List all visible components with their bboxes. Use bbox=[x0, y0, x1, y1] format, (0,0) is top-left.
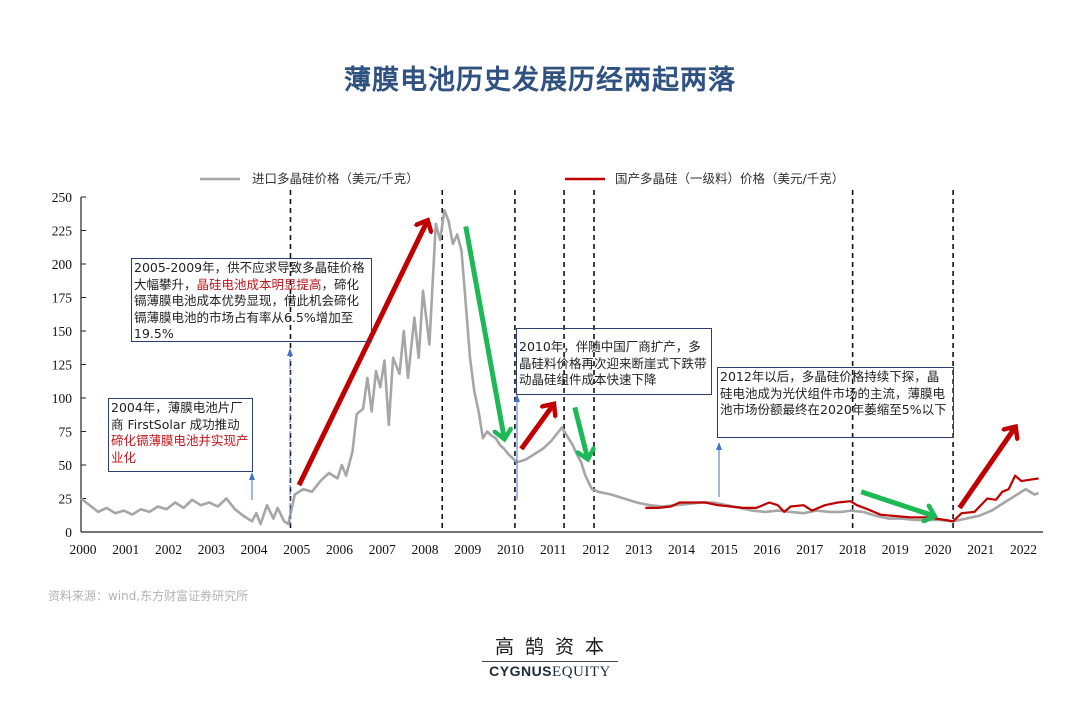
annotation-box-2004: 2004年，薄膜电池片厂商 FirstSolar 成功推动碲化镉薄膜电池并实现产… bbox=[108, 398, 253, 472]
source-note: 资料来源：wind,东方财富证券研究所 bbox=[48, 589, 249, 603]
x-tick-label: 2022 bbox=[1010, 542, 1037, 557]
trend-down-arrow bbox=[572, 406, 588, 458]
x-tick-label: 2011 bbox=[540, 542, 567, 557]
logo-english-serif: EQUITY bbox=[552, 664, 611, 680]
y-tick-label: 50 bbox=[59, 458, 73, 473]
annotation-box-2010: 2010年，伴随中国厂商扩产，多晶硅料价格再次迎来断崖式下跌带动晶硅组件成本快速… bbox=[516, 328, 712, 395]
logo-divider bbox=[482, 661, 618, 662]
y-tick-label: 125 bbox=[52, 358, 73, 373]
trend-arrows bbox=[296, 221, 1016, 516]
annotation-2005-text-1: 2005-2009年，供不应求导致多晶硅价格大幅攀升， bbox=[134, 260, 365, 292]
x-tick-label: 2010 bbox=[497, 542, 524, 557]
series-domestic-line bbox=[645, 474, 1039, 523]
x-tick-label: 2009 bbox=[454, 542, 481, 557]
axes: 0 25 50 75 100 125 150 175 200 225 250 2000 2001 2002… bbox=[52, 190, 1043, 557]
x-tick-label: 2021 bbox=[967, 542, 994, 557]
y-tick-label: 75 bbox=[59, 425, 73, 440]
annotation-2004-text: 2004年，薄膜电池片厂商 FirstSolar 成功推动 bbox=[111, 400, 243, 432]
x-tick-label: 2001 bbox=[112, 542, 139, 557]
x-tick-label: 2015 bbox=[711, 542, 738, 557]
logo-english-bold: CYGNUS bbox=[489, 663, 553, 679]
y-tick-label: 0 bbox=[65, 525, 72, 540]
logo-chinese: 高鹄资本 bbox=[494, 636, 615, 658]
chart-title: 薄膜电池历史发展历经两起两落 bbox=[344, 65, 736, 96]
y-tick-label: 100 bbox=[52, 391, 73, 406]
annotation-2010-text: 2010年，伴随中国厂商扩产，多晶硅料价格再次迎来断崖式下跌带动晶硅组件成本快速… bbox=[519, 339, 707, 387]
series-imported-line bbox=[80, 209, 1040, 526]
x-tick-label: 2013 bbox=[625, 542, 652, 557]
y-tick-label: 25 bbox=[59, 492, 73, 507]
y-tick-label: 175 bbox=[52, 291, 73, 306]
x-tick-label: 2006 bbox=[326, 542, 353, 557]
trend-down-arrow bbox=[463, 226, 504, 438]
annotation-2004-highlight: 碲化镉薄膜电池并实现产业化 bbox=[111, 433, 249, 465]
annotation-2005-highlight: 晶硅电池成本明显提高 bbox=[196, 276, 322, 292]
trend-up-arrow bbox=[957, 427, 1016, 510]
series-lines bbox=[80, 209, 1040, 526]
x-tick-label: 2014 bbox=[668, 542, 695, 557]
x-tick-label: 2002 bbox=[155, 542, 182, 557]
x-tick-label: 2020 bbox=[925, 542, 952, 557]
y-tick-label: 225 bbox=[52, 224, 73, 239]
y-tick-label: 250 bbox=[52, 190, 73, 205]
trend-up-arrow bbox=[519, 405, 553, 451]
legend-label-domestic: 国产多晶硅（一级料）价格（美元/千克） bbox=[615, 171, 844, 186]
x-tick-label: 2018 bbox=[839, 542, 866, 557]
trend-up-arrow bbox=[296, 221, 427, 487]
x-tick-label: 2000 bbox=[70, 542, 97, 557]
logo-english: CYGNUSEQUITY bbox=[480, 663, 620, 681]
legend: 进口多晶硅价格（美元/千克） 国产多晶硅（一级料）价格（美元/千克） bbox=[200, 171, 844, 186]
x-tick-label: 2004 bbox=[241, 542, 268, 557]
x-tick-label: 2017 bbox=[796, 542, 823, 557]
x-tick-label: 2012 bbox=[583, 542, 610, 557]
x-tick-label: 2003 bbox=[198, 542, 225, 557]
annotation-2012-text: 2012年以后，多晶硅价格持续下探，晶硅电池成为光伏组件市场的主流，薄膜电池市场… bbox=[720, 369, 947, 417]
legend-label-imported: 进口多晶硅价格（美元/千克） bbox=[252, 171, 419, 186]
cygnus-equity-logo: 高鹄资本 CYGNUSEQUITY bbox=[480, 632, 620, 681]
annotation-2005-text-2: ，碲化镉薄膜电池成本优势显现，借此机会碲化镉薄膜电池的市场占有率从6.5%增加至… bbox=[134, 276, 360, 342]
x-tick-label: 2007 bbox=[369, 542, 396, 557]
x-tick-label: 2008 bbox=[412, 542, 439, 557]
annotation-box-2005: 2005-2009年，供不应求导致多晶硅价格大幅攀升，晶硅电池成本明显提高，碲化… bbox=[131, 258, 372, 342]
x-tick-label: 2016 bbox=[754, 542, 781, 557]
x-tick-label: 2019 bbox=[882, 542, 909, 557]
y-tick-label: 150 bbox=[52, 324, 73, 339]
annotation-pointers bbox=[249, 348, 722, 525]
x-tick-label: 2005 bbox=[283, 542, 310, 557]
y-tick-label: 200 bbox=[52, 257, 73, 272]
annotation-box-2012: 2012年以后，多晶硅价格持续下探，晶硅电池成为光伏组件市场的主流，薄膜电池市场… bbox=[717, 367, 954, 438]
trend-down-arrow bbox=[860, 489, 934, 516]
